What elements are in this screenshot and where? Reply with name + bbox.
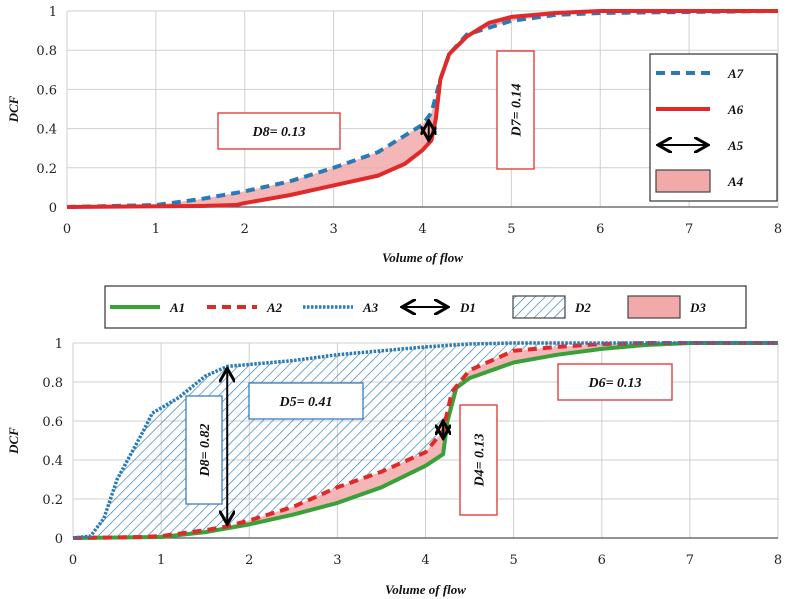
y-tick-label: 0.4 xyxy=(36,123,57,138)
legend-swatch-d2 xyxy=(512,295,566,319)
series-line-a2 xyxy=(72,341,778,540)
legend-label: A5 xyxy=(727,138,744,153)
legend-label: A6 xyxy=(727,102,744,117)
legend-item-a2: A2 xyxy=(207,300,283,315)
y-axis-label: DCF xyxy=(6,95,21,123)
annotation-box: D5= 0.41 xyxy=(248,382,364,420)
y-tick-label: 0 xyxy=(49,201,57,216)
legend-item-a7: A7 xyxy=(656,66,744,81)
y-axis-label: DCF xyxy=(6,427,21,455)
y-tick-label: 1 xyxy=(55,337,63,352)
annotation-label: D7= 0.14 xyxy=(510,83,525,137)
annotation-frame xyxy=(185,395,223,505)
x-axis-label: Volume of flow xyxy=(385,582,466,597)
annotation-frame xyxy=(459,404,498,516)
series-line-a7 xyxy=(66,9,779,209)
y-tick-label: 0.4 xyxy=(42,454,63,469)
legend-label: D1 xyxy=(459,300,476,315)
x-axis-label: Volume of flow xyxy=(382,250,463,265)
legend-label: A1 xyxy=(169,300,185,315)
y-tick-label: 1 xyxy=(49,5,57,20)
x-tick-label: 8 xyxy=(774,553,782,568)
legend-item-a1: A1 xyxy=(110,300,185,315)
legend-label: A3 xyxy=(362,300,379,315)
y-tick-label: 0.6 xyxy=(36,83,57,98)
annotation-box: D4= 0.13 xyxy=(459,404,498,516)
x-tick-label: 3 xyxy=(333,553,341,568)
annotation-label: D5= 0.41 xyxy=(278,395,332,410)
x-tick-label: 3 xyxy=(329,222,337,237)
annotation-label: D4= 0.13 xyxy=(473,433,488,487)
annotation-frame xyxy=(248,382,364,420)
legend-item-a3: A3 xyxy=(303,300,379,315)
annotation-label: D8= 0.13 xyxy=(251,125,305,140)
x-tick-label: 5 xyxy=(509,553,517,568)
x-tick-label: 5 xyxy=(507,222,515,237)
x-tick-label: 4 xyxy=(418,222,426,237)
x-tick-label: 2 xyxy=(245,553,253,568)
x-tick-label: 6 xyxy=(598,553,606,568)
legend-item-a6: A6 xyxy=(656,102,744,117)
y-tick-label: 0.6 xyxy=(42,415,63,430)
chart-1: 0 1 2 3 4 5 6 7 8 0 0.2 0.4 0.6 0.8 1 Volume of flow DCF xyxy=(6,5,782,265)
legend-label: D2 xyxy=(574,300,591,315)
annotation-frame xyxy=(217,112,341,150)
x-tick-label: 4 xyxy=(421,553,429,568)
x-tick-label: 0 xyxy=(69,553,77,568)
legend-item-d3: D3 xyxy=(627,295,706,319)
y-tick-label: 0 xyxy=(55,532,63,547)
x-tick-label: 1 xyxy=(157,553,165,568)
legend-item-a5: A5 xyxy=(660,138,744,153)
legend-item-a4: A4 xyxy=(655,169,744,193)
annotation-label: D8= 0.82 xyxy=(198,423,213,477)
y-tick-label: 0.2 xyxy=(42,493,63,508)
x-tick-label: 6 xyxy=(596,222,604,237)
y-tick-label: 0.2 xyxy=(36,162,57,177)
x-tick-label: 8 xyxy=(774,222,782,237)
legend-label: D3 xyxy=(689,300,706,315)
legend-swatch-a4 xyxy=(655,169,711,193)
annotation-box: D7= 0.14 xyxy=(496,50,535,170)
legend-swatch-d3 xyxy=(627,295,681,319)
x-tick-label: 7 xyxy=(685,222,693,237)
x-tick-label: 2 xyxy=(241,222,249,237)
legend-item-d2: D2 xyxy=(512,295,591,319)
legend-label: A2 xyxy=(266,300,283,315)
legend-item-d1: D1 xyxy=(404,300,476,315)
legend-label: A7 xyxy=(727,66,744,81)
y-tick-label: 0.8 xyxy=(36,44,57,59)
x-tick-label: 1 xyxy=(152,222,160,237)
legend-bottom-chart: A1 A2 A3 D1 D2 D3 xyxy=(104,285,747,329)
annotation-box: D8= 0.13 xyxy=(217,112,341,150)
annotation-box: D8= 0.82 xyxy=(185,395,223,505)
legend-label: A4 xyxy=(727,174,744,189)
annotation-frame xyxy=(496,50,535,170)
annotation-frame xyxy=(557,363,673,401)
annotation-box: D6= 0.13 xyxy=(557,363,673,401)
x-tick-label: 7 xyxy=(686,553,694,568)
y-tick-label: 0.8 xyxy=(42,376,63,391)
annotation-label: D6= 0.13 xyxy=(587,376,641,391)
legend-top-chart: A7 A6 A5 A4 xyxy=(649,53,778,202)
x-tick-label: 0 xyxy=(63,222,71,237)
